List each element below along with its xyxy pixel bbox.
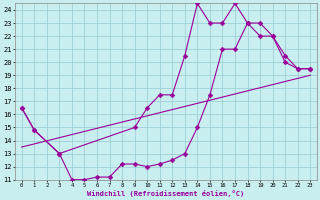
X-axis label: Windchill (Refroidissement éolien,°C): Windchill (Refroidissement éolien,°C) bbox=[87, 190, 244, 197]
